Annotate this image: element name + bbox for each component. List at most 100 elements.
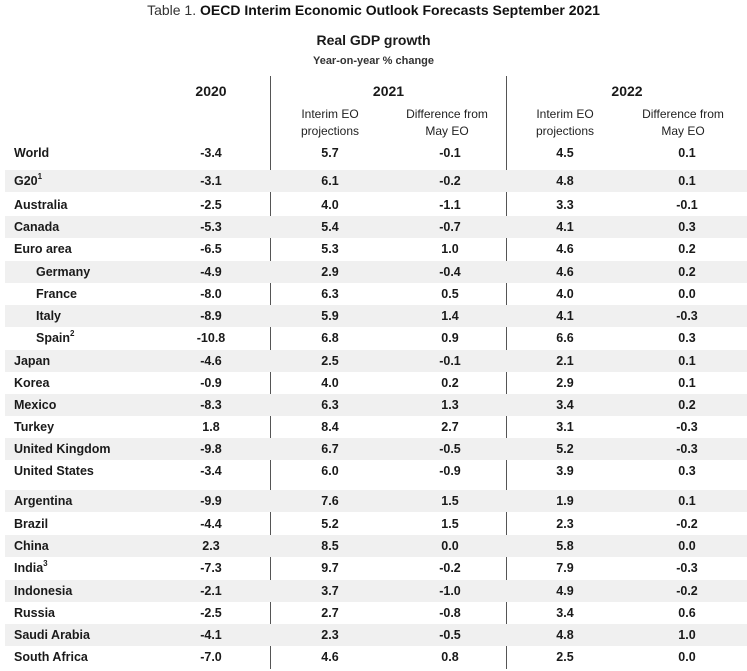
divider-2022 (506, 76, 507, 669)
value-2020: -4.9 (200, 265, 222, 279)
table-row: Indonesia -2.1 3.7 -1.0 4.9 -0.2 (5, 580, 747, 602)
projection-2021: 7.6 (321, 494, 339, 508)
projection-2022: 4.9 (556, 584, 574, 598)
country-name: United States (14, 464, 94, 478)
country-name: Indonesia (14, 584, 73, 598)
difference-2021: -0.4 (439, 265, 461, 279)
unit-label: Year-on-year % change (312, 55, 435, 67)
table-number: Table 1. (147, 2, 197, 18)
projection-2022: 2.1 (556, 354, 574, 368)
table-row: Mexico -8.3 6.3 1.3 3.4 0.2 (5, 394, 747, 416)
country-label: G201 (14, 170, 42, 192)
country-label: Turkey (14, 416, 54, 438)
projection-2022: 5.2 (556, 442, 574, 456)
table-row: Argentina -9.9 7.6 1.5 1.9 0.1 (5, 490, 747, 512)
difference-2022: 0.3 (678, 220, 696, 234)
country-label: Canada (14, 216, 59, 238)
projection-2022: 4.6 (556, 265, 574, 279)
country-label: South Africa (14, 646, 88, 668)
table-row: Germany -4.9 2.9 -0.4 4.6 0.2 (5, 261, 747, 283)
difference-2022: 0.1 (678, 146, 696, 160)
country-label: Australia (14, 194, 68, 216)
table-row: Euro area -6.5 5.3 1.0 4.6 0.2 (5, 238, 747, 260)
projection-2022: 3.4 (556, 606, 574, 620)
value-2020: -4.4 (200, 517, 222, 531)
country-label: China (14, 535, 49, 557)
difference-2021: -1.1 (439, 198, 461, 212)
difference-2022: 0.3 (678, 331, 696, 345)
value-2020: -3.4 (200, 464, 222, 478)
difference-2021: 0.5 (441, 287, 459, 301)
projection-2021: 8.4 (321, 420, 339, 434)
projection-2022: 5.8 (556, 539, 574, 553)
country-name: Russia (14, 606, 55, 620)
value-2020: -4.1 (200, 628, 222, 642)
country-name: Italy (36, 309, 62, 323)
country-label: Japan (14, 350, 50, 372)
country-label: Germany (36, 261, 90, 283)
country-name: Mexico (14, 398, 57, 412)
table-row: Canada -5.3 5.4 -0.7 4.1 0.3 (5, 216, 747, 238)
difference-2022: 0.1 (678, 376, 696, 390)
projection-2021: 5.3 (321, 242, 339, 256)
header-interim-2022: Interim EO projections (525, 106, 605, 140)
projection-2022: 6.6 (556, 331, 574, 345)
difference-2022: -0.3 (676, 561, 698, 575)
projection-2021: 6.1 (321, 174, 339, 188)
header-line: May EO (425, 124, 469, 138)
header-diff-2021: Difference from May EO (392, 106, 502, 140)
value-2020: -2.1 (200, 584, 222, 598)
country-label: Korea (14, 372, 49, 394)
difference-2021: 0.8 (441, 650, 459, 664)
table-row: India3 -7.3 9.7 -0.2 7.9 -0.3 (5, 557, 747, 579)
projection-2021: 6.0 (321, 464, 339, 478)
country-label: Russia (14, 602, 55, 624)
projection-2022: 4.6 (556, 242, 574, 256)
projection-2022: 4.5 (556, 146, 574, 160)
footnote-marker: 3 (43, 558, 48, 568)
table-row: Brazil -4.4 5.2 1.5 2.3 -0.2 (5, 513, 747, 535)
value-2020: -9.8 (200, 442, 222, 456)
difference-2022: 0.6 (678, 606, 696, 620)
difference-2021: -0.2 (439, 174, 461, 188)
country-label: Indonesia (14, 580, 72, 602)
country-name: G20 (14, 174, 38, 188)
table-title-text: OECD Interim Economic Outlook Forecasts … (200, 2, 600, 18)
value-2020: -8.3 (200, 398, 222, 412)
country-label: World (14, 142, 49, 164)
projection-2022: 7.9 (556, 561, 574, 575)
projection-2021: 2.9 (321, 265, 339, 279)
value-2020: -7.0 (200, 650, 222, 664)
projection-2021: 5.7 (321, 146, 339, 160)
difference-2022: 1.0 (678, 628, 696, 642)
table-row: G201 -3.1 6.1 -0.2 4.8 0.1 (5, 170, 747, 192)
difference-2022: 0.0 (678, 539, 696, 553)
projection-2022: 2.9 (556, 376, 574, 390)
projection-2021: 2.3 (321, 628, 339, 642)
difference-2021: 1.5 (441, 494, 459, 508)
country-name: Brazil (14, 517, 49, 531)
projection-2022: 4.1 (556, 309, 574, 323)
difference-2021: -0.5 (439, 442, 461, 456)
difference-2022: -0.2 (676, 584, 698, 598)
projection-2021: 6.7 (321, 442, 339, 456)
country-name: Australia (14, 198, 68, 212)
header-line: projections (300, 124, 360, 138)
table-row: France -8.0 6.3 0.5 4.0 0.0 (5, 283, 747, 305)
table-row: South Africa -7.0 4.6 0.8 2.5 0.0 (5, 646, 747, 668)
divider-2021 (270, 76, 271, 669)
country-label: Italy (36, 305, 61, 327)
country-label: Euro area (14, 238, 72, 260)
projection-2021: 4.0 (321, 198, 339, 212)
difference-2021: 1.0 (441, 242, 459, 256)
difference-2021: 1.4 (441, 309, 459, 323)
difference-2022: -0.2 (676, 517, 698, 531)
projection-2021: 3.7 (321, 584, 339, 598)
difference-2022: 0.0 (678, 287, 696, 301)
projection-2022: 2.3 (556, 517, 574, 531)
difference-2021: 0.9 (441, 331, 459, 345)
header-interim-2021: Interim EO projections (290, 106, 370, 140)
difference-2022: 0.1 (678, 494, 696, 508)
projection-2021: 5.2 (321, 517, 339, 531)
table-row: Turkey 1.8 8.4 2.7 3.1 -0.3 (5, 416, 747, 438)
